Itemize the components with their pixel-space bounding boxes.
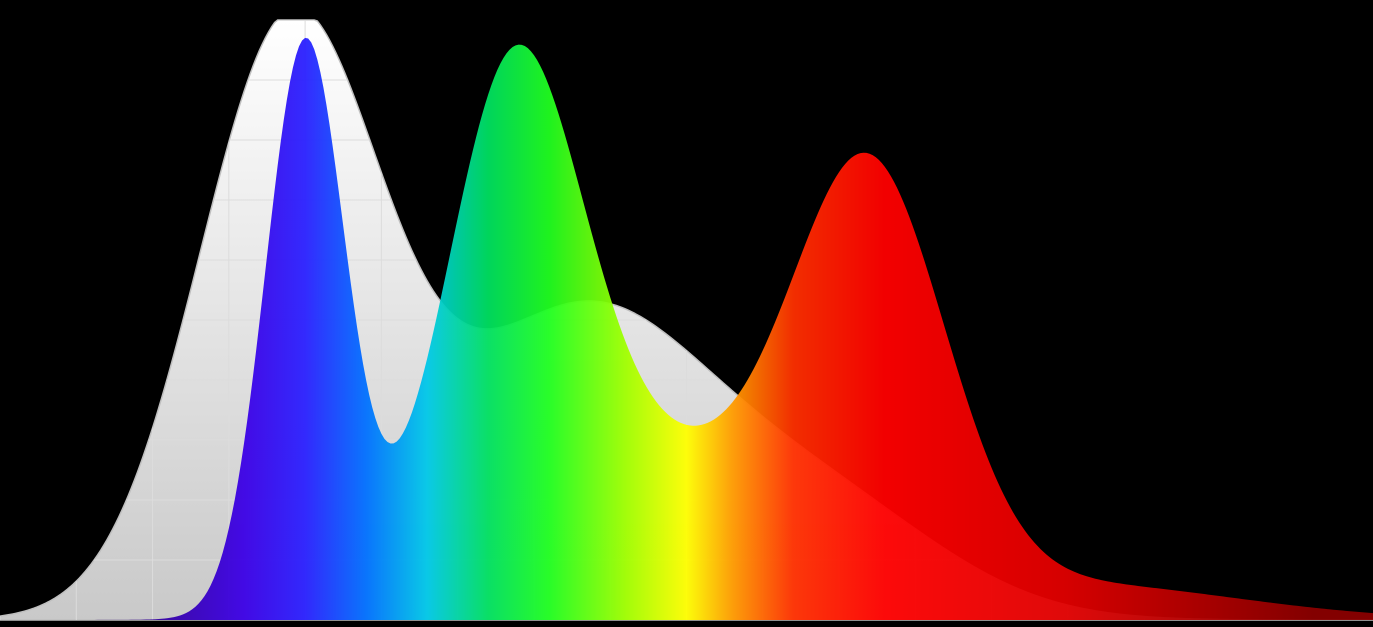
- spectrum-chart: [0, 0, 1373, 627]
